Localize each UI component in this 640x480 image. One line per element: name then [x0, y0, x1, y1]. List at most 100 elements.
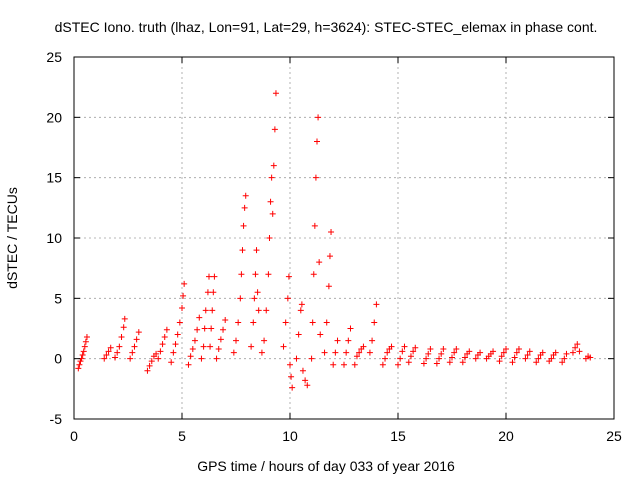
data-point — [325, 283, 332, 290]
data-point — [127, 355, 134, 362]
y-tick-label: 25 — [46, 49, 62, 65]
data-point — [397, 355, 404, 362]
data-point — [114, 349, 121, 356]
data-point — [240, 222, 247, 229]
data-point — [436, 355, 443, 362]
data-point — [522, 355, 529, 362]
y-tick-label: 0 — [54, 351, 62, 367]
data-point — [210, 289, 217, 296]
data-point — [250, 319, 257, 326]
data-point — [459, 359, 466, 366]
data-point — [194, 326, 201, 333]
data-point — [472, 355, 479, 362]
data-point — [395, 361, 401, 368]
data-point — [198, 355, 205, 362]
data-point — [185, 361, 192, 368]
data-point — [148, 358, 155, 365]
data-point — [272, 90, 279, 97]
data-point — [121, 315, 128, 322]
data-point — [282, 319, 289, 326]
data-point — [129, 349, 136, 356]
data-point — [220, 326, 227, 333]
data-point — [251, 295, 258, 302]
data-point — [321, 349, 328, 356]
data-point — [500, 349, 507, 356]
data-point — [263, 307, 270, 314]
data-point — [116, 343, 123, 350]
data-point — [453, 346, 460, 353]
data-point — [120, 324, 127, 331]
data-point — [498, 353, 505, 360]
data-point — [433, 360, 440, 367]
data-point — [200, 343, 207, 350]
data-point — [330, 361, 337, 368]
data-point — [180, 292, 187, 299]
data-point — [535, 355, 542, 362]
data-point — [503, 346, 509, 353]
data-point — [213, 355, 220, 362]
data-point — [248, 343, 255, 350]
data-point — [202, 307, 209, 314]
data-point — [351, 361, 358, 368]
data-point — [496, 358, 503, 365]
data-point — [163, 326, 170, 333]
data-point — [347, 325, 354, 332]
data-point — [332, 349, 339, 356]
data-point — [170, 349, 177, 356]
data-point — [384, 349, 391, 356]
x-axis-label: GPS time / hours of day 033 of year 2016 — [197, 458, 455, 474]
data-point — [412, 344, 419, 351]
data-point — [79, 352, 86, 359]
data-point — [254, 289, 261, 296]
chart-title: dSTEC Iono. truth (lhaz, Lon=91, Lat=29,… — [55, 19, 598, 35]
data-point — [209, 307, 216, 314]
data-point — [317, 331, 324, 338]
data-point — [461, 354, 468, 361]
data-point — [559, 359, 566, 366]
data-point — [524, 352, 531, 359]
data-point — [328, 228, 335, 235]
data-point — [420, 360, 427, 367]
x-tick-label: 10 — [282, 428, 298, 444]
data-point — [161, 333, 168, 340]
data-point — [451, 349, 458, 356]
data-point — [316, 259, 323, 266]
data-point — [157, 348, 164, 355]
data-point — [477, 349, 484, 356]
data-point — [233, 337, 239, 344]
data-point — [314, 138, 320, 145]
y-tick-label: -5 — [50, 411, 63, 427]
data-point — [427, 346, 434, 353]
data-point — [103, 352, 110, 359]
data-point — [574, 341, 581, 348]
data-point — [83, 333, 90, 340]
data-point — [155, 355, 162, 362]
data-point — [168, 359, 175, 366]
data-point — [293, 355, 300, 362]
data-point — [526, 348, 533, 355]
data-point — [133, 336, 140, 343]
x-tick-label: 25 — [606, 428, 622, 444]
data-point — [552, 349, 559, 356]
data-point — [179, 304, 185, 311]
data-point — [172, 341, 179, 348]
data-point — [269, 210, 276, 217]
data-point — [326, 253, 333, 260]
data-point — [311, 222, 318, 229]
data-point — [449, 354, 455, 361]
data-point — [539, 349, 546, 356]
data-point — [287, 361, 293, 368]
data-point — [206, 273, 212, 280]
data-point — [572, 344, 579, 351]
data-point — [369, 337, 376, 344]
data-point — [410, 348, 417, 355]
data-point — [266, 235, 273, 241]
x-tick-label: 15 — [390, 428, 406, 444]
data-points — [75, 90, 594, 391]
data-point — [440, 346, 447, 353]
data-point — [242, 192, 249, 199]
data-point — [576, 348, 583, 355]
data-point — [146, 362, 153, 369]
